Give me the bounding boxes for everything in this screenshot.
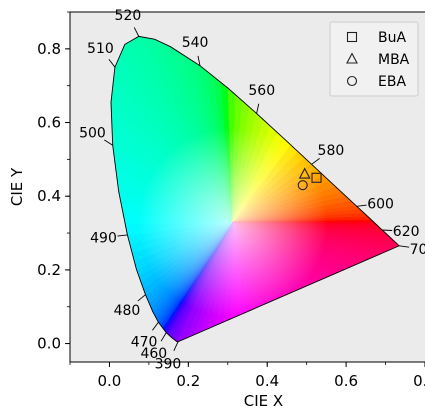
x-tick-label: 0.2 [176, 372, 200, 390]
wavelength-tick [152, 322, 159, 331]
x-tick-label: 0.6 [334, 372, 358, 390]
y-tick-label: 0.2 [37, 261, 61, 279]
legend-label-eba: EBA [378, 74, 406, 90]
wavelength-label-500: 500 [79, 125, 106, 141]
legend-label-bua: BuA [378, 30, 406, 46]
wavelength-tick [256, 103, 260, 114]
wavelength-tick [133, 27, 140, 37]
point-mba [298, 167, 311, 179]
y-axis-title: CIE Y [8, 167, 26, 206]
point-bua [311, 172, 322, 183]
wavelength-tick [117, 234, 128, 237]
wavelength-tick [311, 158, 320, 165]
x-tick-label: 0.8 [413, 372, 425, 390]
wavelength-label-620: 620 [393, 224, 420, 240]
wavelength-label-580: 580 [318, 143, 345, 159]
wavelength-tick [160, 332, 167, 342]
legend-marker-eba [346, 75, 358, 87]
wavelength-label-540: 540 [182, 35, 209, 51]
wavelength-tick [197, 55, 201, 66]
wavelength-label-560: 560 [248, 83, 275, 99]
wavelength-label-490: 490 [90, 231, 117, 247]
wavelength-label-700: 700 [410, 242, 425, 258]
x-tick-label: 0.4 [255, 372, 279, 390]
chromaticity-gamut [111, 36, 400, 342]
x-tick-label: 0.0 [98, 372, 122, 390]
wavelength-tick [382, 229, 393, 231]
wavelength-label-480: 480 [114, 303, 141, 319]
wavelength-label-470: 470 [131, 335, 158, 351]
white-point-glow [137, 127, 328, 318]
spectral-locus-outline [110, 35, 401, 343]
legend-box [329, 21, 419, 97]
y-tick-label: 0.8 [37, 40, 61, 58]
wavelength-labels: 520 540 510 560 500 580 600 620 490 700 480 4704603… [79, 8, 425, 373]
wavelength-tick [108, 58, 116, 68]
wavelength-tick [399, 245, 410, 248]
wavelength-label-510: 510 [87, 41, 114, 57]
point-eba [297, 180, 308, 191]
legend-marker-mba [346, 52, 358, 64]
x-axis-title: CIE X [244, 392, 283, 410]
legend: BuA MBA EBA [329, 21, 419, 97]
wavelength-label-390: 390 [155, 357, 182, 373]
wavelength-tick [356, 204, 367, 207]
wavelength-tick [104, 139, 113, 146]
axes: 0.0 0.2 0.4 0.6 0.8 0.0 0.2 0.4 0.6 0.8 [37, 11, 425, 390]
y-tick-label: 0.4 [37, 187, 61, 205]
data-points [297, 167, 322, 191]
legend-marker-bua [346, 31, 358, 43]
legend-label-mba: MBA [378, 52, 410, 68]
wavelength-label-600: 600 [367, 196, 394, 212]
wavelength-tick [173, 341, 179, 352]
wavelength-label-460: 460 [140, 346, 167, 362]
wavelength-label-520: 520 [115, 8, 142, 24]
wavelength-tick [137, 294, 146, 302]
y-tick-label: 0.0 [37, 335, 61, 353]
y-tick-label: 0.6 [37, 114, 61, 132]
